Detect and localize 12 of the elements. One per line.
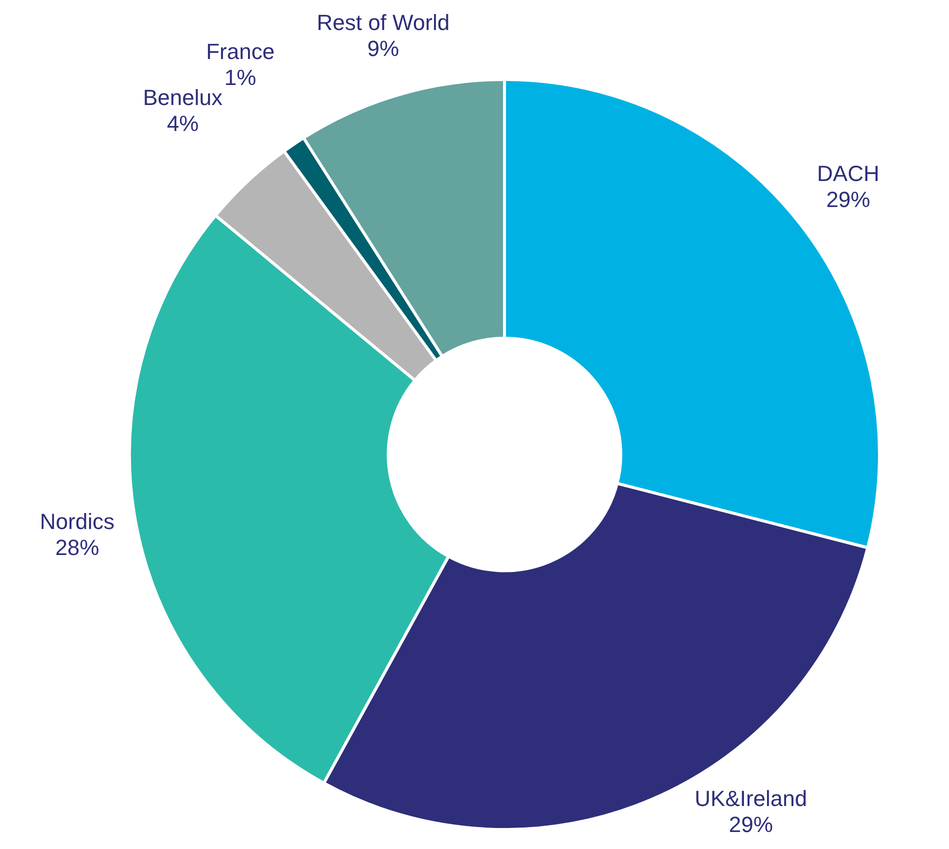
data-label: 4% xyxy=(166,110,199,136)
data-label: 29% xyxy=(826,186,870,212)
data-label: 9% xyxy=(367,36,400,61)
slice-label: Rest of World xyxy=(316,10,450,35)
data-label: 1% xyxy=(224,64,256,90)
slice-label: Nordics xyxy=(40,509,114,534)
slice-label: UK&Ireland xyxy=(694,786,808,812)
slice-label: Benelux xyxy=(143,84,223,110)
slice-label: DACH xyxy=(817,160,880,186)
data-label: 28% xyxy=(55,535,100,560)
data-label: 29% xyxy=(728,812,773,838)
slice-label: France xyxy=(206,38,275,64)
